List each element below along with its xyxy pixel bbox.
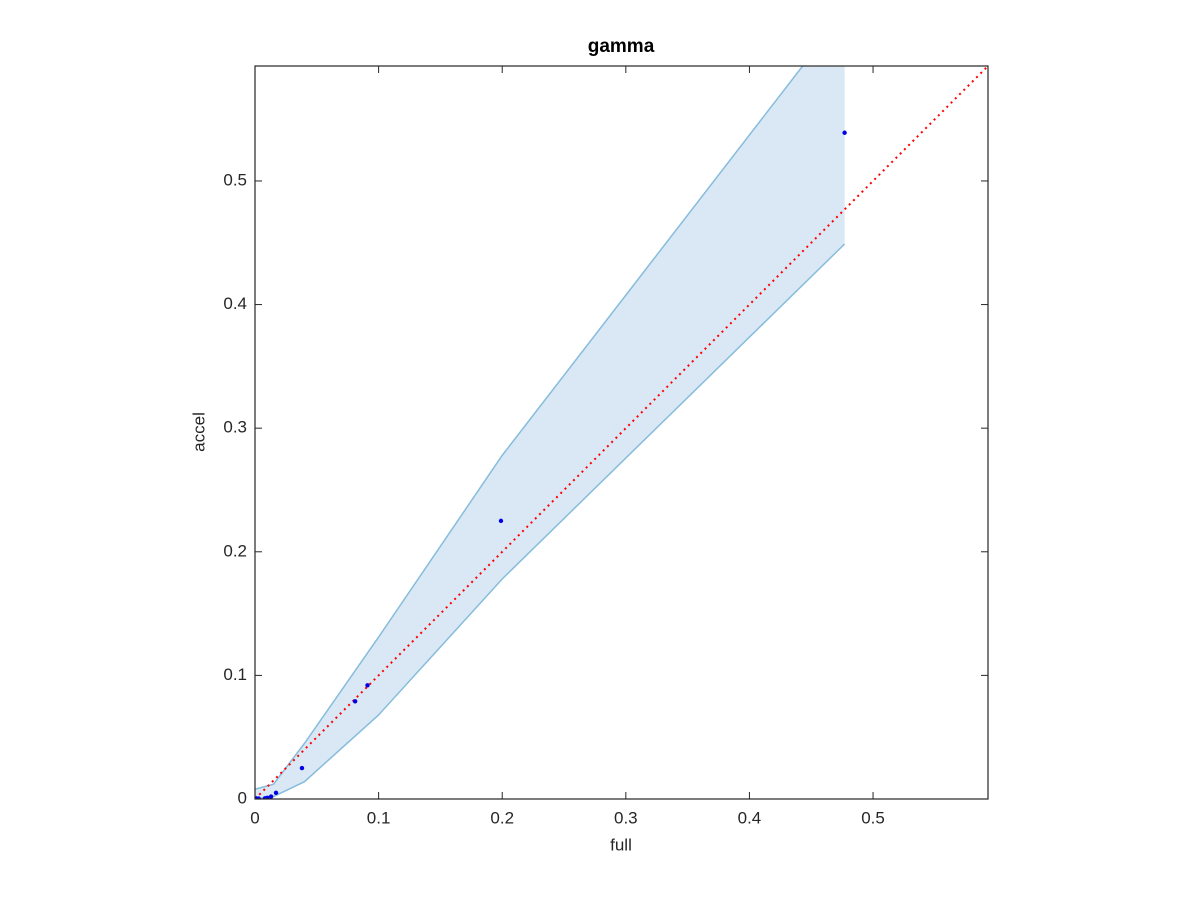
y-axis-label: accel bbox=[189, 412, 208, 452]
y-tick-label: 0.3 bbox=[223, 418, 247, 437]
y-tick-label: 0.4 bbox=[223, 294, 247, 313]
y-tick-label: 0.2 bbox=[223, 541, 247, 560]
band-area bbox=[255, 66, 845, 799]
x-tick-label: 0.1 bbox=[367, 808, 391, 827]
data-point bbox=[273, 790, 279, 796]
data-point bbox=[352, 699, 358, 704]
band-upper-edge bbox=[255, 66, 804, 790]
x-tick-label: 0.5 bbox=[861, 808, 885, 827]
data-point bbox=[498, 518, 504, 524]
data-point bbox=[842, 130, 847, 135]
axes-box bbox=[254, 65, 989, 800]
y-tick-label: 0.5 bbox=[223, 170, 247, 189]
data-point bbox=[299, 765, 305, 771]
data-point bbox=[265, 795, 270, 799]
y-tick-label: 0 bbox=[238, 788, 247, 807]
x-tick-label: 0 bbox=[250, 808, 259, 827]
x-tick-label: 0.3 bbox=[614, 808, 638, 827]
chart-title: gamma bbox=[588, 36, 655, 57]
data-point bbox=[365, 683, 370, 688]
data-point bbox=[268, 794, 274, 799]
x-tick-label: 0.2 bbox=[490, 808, 514, 827]
data-point bbox=[256, 796, 261, 799]
y-tick-label: 0.1 bbox=[223, 665, 247, 684]
x-axis-label: full bbox=[610, 835, 632, 854]
x-tick-label: 0.4 bbox=[738, 808, 762, 827]
plot-area bbox=[255, 66, 988, 799]
